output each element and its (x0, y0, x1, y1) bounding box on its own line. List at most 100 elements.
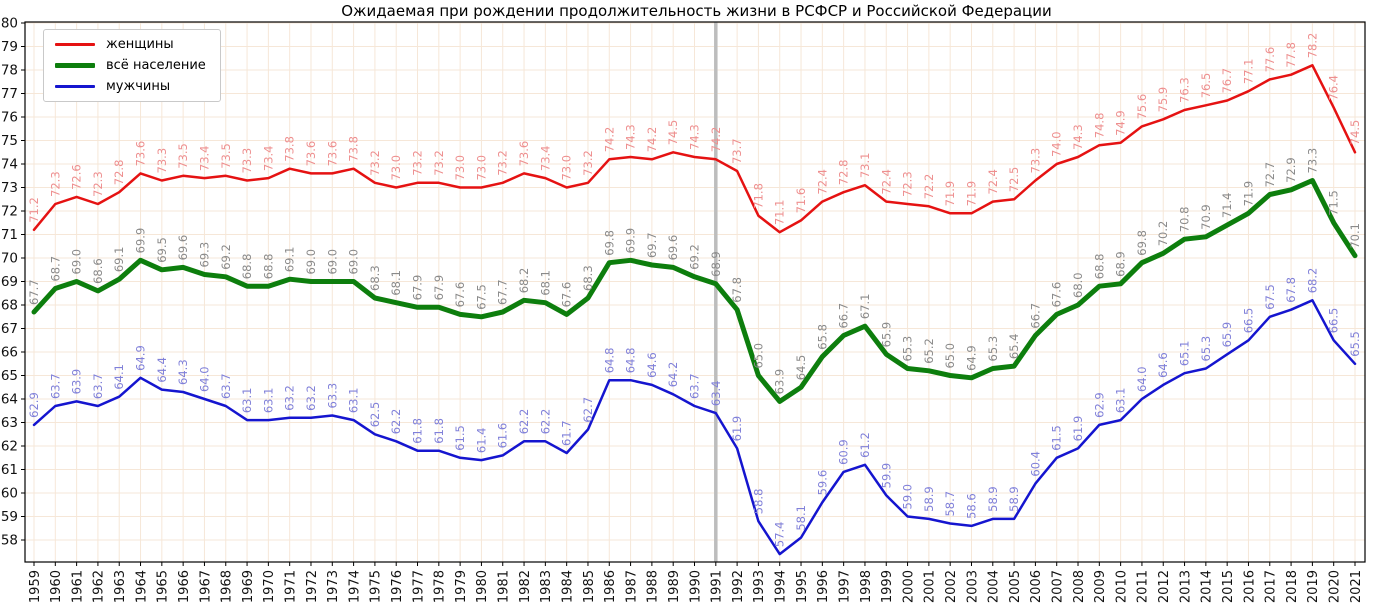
y-tick-label-68: 68 (1, 298, 18, 314)
women-label-1985: 73.2 (581, 150, 595, 176)
x-tick-label-1979: 1979 (454, 570, 469, 603)
all-population-label-1987: 69.9 (624, 228, 638, 254)
all-population-label-1973: 69.0 (325, 249, 339, 275)
x-tick-label-1983: 1983 (539, 570, 554, 603)
x-tick-label-2001: 2001 (923, 570, 938, 603)
y-tick-label-65: 65 (1, 368, 18, 384)
x-tick-label-2010: 2010 (1114, 570, 1129, 603)
men-label-1985: 62.7 (581, 397, 595, 423)
x-tick-label-2007: 2007 (1051, 570, 1066, 603)
all-population-label-2014: 70.9 (1199, 204, 1213, 230)
all-population-label-2001: 65.2 (922, 338, 936, 364)
women-label-1974: 73.8 (347, 136, 361, 162)
all-population-label-1997: 66.7 (837, 303, 851, 329)
women-label-1975: 73.2 (368, 150, 382, 176)
women-label-1972: 73.6 (304, 141, 318, 167)
women-label-2008: 74.3 (1071, 124, 1085, 150)
x-tick-label-1986: 1986 (603, 570, 618, 603)
x-tick-label-1965: 1965 (156, 570, 171, 603)
x-tick-label-1982: 1982 (518, 570, 533, 603)
women-line (32, 64, 1357, 234)
men-label-1981: 61.6 (496, 423, 510, 449)
women-label-2010: 74.9 (1114, 110, 1128, 136)
all-population-label-2011: 69.8 (1135, 230, 1149, 256)
women-label-2009: 74.8 (1092, 113, 1106, 139)
all-population-label-1970: 68.8 (261, 254, 275, 280)
all-population-label-2006: 66.7 (1028, 303, 1042, 329)
men-label-1987: 64.8 (624, 348, 638, 374)
x-tick-label-1977: 1977 (411, 570, 426, 603)
y-tick-label-74: 74 (1, 157, 18, 173)
men-label-1997: 60.9 (837, 439, 851, 465)
women-label-1969: 73.3 (240, 148, 254, 174)
x-tick-label-1998: 1998 (859, 570, 874, 603)
x-tick-label-2003: 2003 (965, 570, 980, 603)
women-label-1963: 72.8 (112, 160, 126, 186)
all-population-label-2005: 65.4 (1007, 333, 1021, 359)
women-label-1992: 73.7 (730, 138, 744, 164)
men-label-2020: 66.5 (1327, 308, 1341, 334)
x-tick-label-1999: 1999 (880, 570, 895, 603)
x-tick-label-1968: 1968 (220, 570, 235, 603)
men-label-2016: 66.5 (1241, 308, 1255, 334)
women-label-1999: 72.4 (879, 169, 893, 195)
women-label-2013: 76.3 (1178, 77, 1192, 103)
all-population-label-1966: 69.6 (176, 235, 190, 261)
men-label-1998: 61.2 (858, 432, 872, 458)
women-label-1982: 73.6 (517, 141, 531, 167)
women-label-1966: 73.5 (176, 143, 190, 169)
x-tick-label-1994: 1994 (774, 570, 789, 603)
all-population-label-1988: 69.7 (645, 232, 659, 258)
women-label-1965: 73.3 (155, 148, 169, 174)
women-label-1998: 73.1 (858, 153, 872, 179)
men-label-1978: 61.8 (432, 418, 446, 444)
women-label-2017: 77.6 (1263, 47, 1277, 73)
men-label-1973: 63.3 (325, 383, 339, 409)
women-label-2014: 76.5 (1199, 73, 1213, 99)
women-label-1967: 73.4 (197, 145, 211, 171)
y-tick-label-58: 58 (1, 533, 18, 549)
women-label-1994: 71.1 (773, 200, 787, 226)
x-tick-label-1988: 1988 (646, 570, 661, 603)
men-label-1991: 63.4 (709, 380, 723, 406)
all-population-label-1982: 68.2 (517, 268, 531, 294)
women-label-1980: 73.0 (474, 155, 488, 181)
all-population-label-1998: 67.1 (858, 294, 872, 320)
men-label-2004: 58.9 (986, 486, 1000, 512)
men-label-2014: 65.3 (1199, 336, 1213, 362)
men-label-1999: 59.9 (879, 463, 893, 489)
all-population-label-1976: 68.1 (389, 270, 403, 296)
all-population-label-1962: 68.6 (91, 258, 105, 284)
all-population-label-1968: 69.2 (219, 244, 233, 270)
all-population-label-1980: 67.5 (474, 284, 488, 310)
all-population-label-2017: 72.7 (1263, 162, 1277, 188)
x-tick-label-2015: 2015 (1221, 570, 1236, 603)
all-population-label-1977: 67.9 (411, 275, 425, 301)
all-population-label-1967: 69.3 (197, 242, 211, 268)
all-population-label-1999: 65.9 (879, 322, 893, 348)
men-label-2006: 60.4 (1028, 451, 1042, 477)
men-label-1966: 64.3 (176, 359, 190, 385)
women-label-1968: 73.5 (219, 143, 233, 169)
men-label-1989: 64.2 (666, 362, 680, 388)
men-label-2001: 58.9 (922, 486, 936, 512)
women-label-1981: 73.2 (496, 150, 510, 176)
women-label-1970: 73.4 (261, 145, 275, 171)
men-line-swatch (55, 85, 95, 88)
y-tick-label-78: 78 (1, 63, 18, 79)
all-population-label-1983: 68.1 (538, 270, 552, 296)
y-tick-label-72: 72 (1, 204, 18, 220)
women-label-1995: 71.6 (794, 188, 808, 214)
women-label-1971: 73.8 (283, 136, 297, 162)
all-population-label-1975: 68.3 (368, 265, 382, 291)
women-label-2007: 74.0 (1050, 131, 1064, 157)
men-label-1988: 64.6 (645, 352, 659, 378)
legend-label-men: мужчины (106, 79, 171, 94)
x-tick-label-1989: 1989 (667, 570, 682, 603)
y-tick-label-71: 71 (1, 227, 18, 243)
x-tick-label-2008: 2008 (1072, 570, 1087, 603)
all-population-label-1964: 69.9 (134, 228, 148, 254)
all-population-label-2003: 64.9 (964, 345, 978, 371)
men-label-2010: 63.1 (1114, 388, 1128, 414)
y-tick-label-73: 73 (1, 180, 18, 196)
